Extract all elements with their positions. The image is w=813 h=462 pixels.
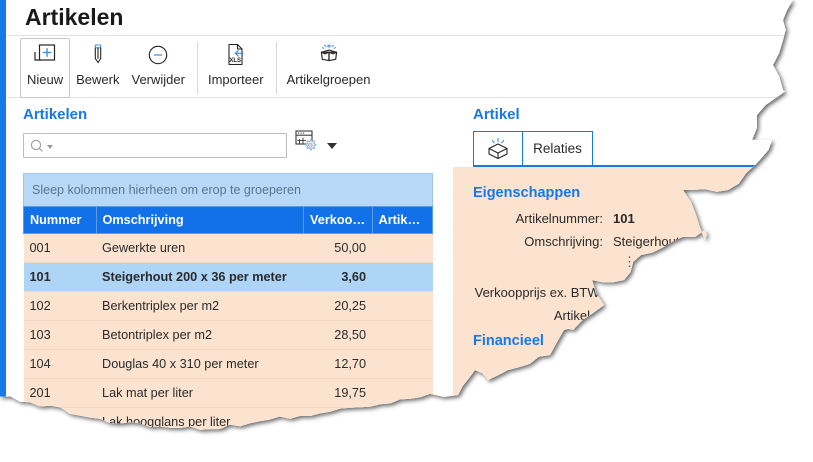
svg-text:XLS: XLS — [229, 58, 241, 64]
